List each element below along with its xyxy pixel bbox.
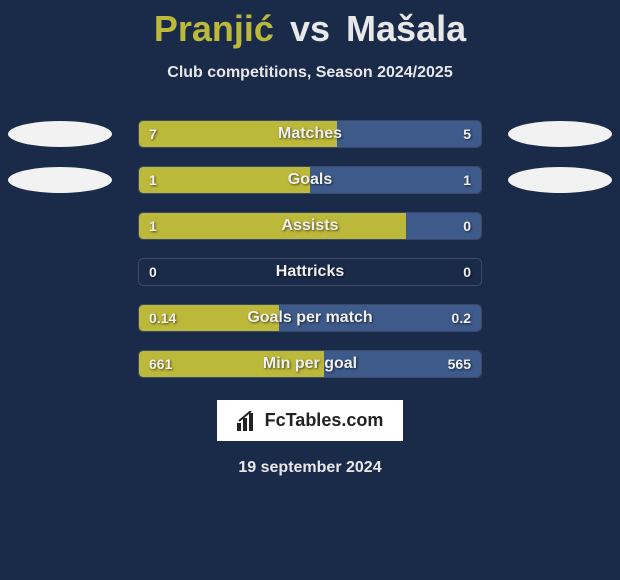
stat-label: Goals per match <box>247 309 372 327</box>
stat-value-right: 5 <box>463 126 471 142</box>
player1-marker <box>8 167 112 193</box>
bar-fill-left <box>139 213 406 239</box>
stat-value-left: 0.14 <box>149 310 176 326</box>
stat-label: Assists <box>282 217 339 235</box>
stat-bar: Assists 1 0 <box>138 212 482 240</box>
stat-label: Hattricks <box>276 263 344 281</box>
stat-value-right: 0 <box>463 264 471 280</box>
stat-value-left: 7 <box>149 126 157 142</box>
player2-marker <box>508 167 612 193</box>
bar-fill-right <box>337 121 481 147</box>
stat-value-left: 1 <box>149 172 157 188</box>
logo-badge: FcTables.com <box>217 400 404 441</box>
stat-value-left: 661 <box>149 356 172 372</box>
logo-text: FcTables.com <box>265 410 384 431</box>
stat-bar: Min per goal 661 565 <box>138 350 482 378</box>
stat-bar: Hattricks 0 0 <box>138 258 482 286</box>
stat-value-right: 0.2 <box>452 310 471 326</box>
bar-fill-right <box>310 167 481 193</box>
stat-value-left: 1 <box>149 218 157 234</box>
comparison-infographic: Pranjić vs Mašala Club competitions, Sea… <box>0 0 620 580</box>
stat-value-right: 1 <box>463 172 471 188</box>
stat-bar: Goals 1 1 <box>138 166 482 194</box>
stat-value-right: 565 <box>448 356 471 372</box>
stats-chart: Matches 7 5 Goals 1 1 Assists 1 0 Hattricks 0 0 Goal… <box>0 120 620 378</box>
player2-name: Mašala <box>346 8 466 49</box>
fctables-icon <box>237 411 259 431</box>
stat-label: Goals <box>288 171 332 189</box>
stat-bar: Goals per match 0.14 0.2 <box>138 304 482 332</box>
stat-row: Matches 7 5 <box>0 120 620 148</box>
stat-bar: Matches 7 5 <box>138 120 482 148</box>
player1-name: Pranjić <box>154 8 274 49</box>
stat-label: Matches <box>278 125 342 143</box>
stat-row: Assists 1 0 <box>0 212 620 240</box>
stat-row: Goals per match 0.14 0.2 <box>0 304 620 332</box>
stat-label: Min per goal <box>263 355 357 373</box>
stat-row: Goals 1 1 <box>0 166 620 194</box>
player1-marker <box>8 121 112 147</box>
page-title: Pranjić vs Mašala <box>154 8 466 50</box>
bar-fill-left <box>139 167 310 193</box>
stat-row: Min per goal 661 565 <box>0 350 620 378</box>
subtitle: Club competitions, Season 2024/2025 <box>167 64 452 82</box>
player2-marker <box>508 121 612 147</box>
stat-value-left: 0 <box>149 264 157 280</box>
stat-value-right: 0 <box>463 218 471 234</box>
date-text: 19 september 2024 <box>238 459 381 477</box>
stat-row: Hattricks 0 0 <box>0 258 620 286</box>
vs-text: vs <box>290 8 330 49</box>
